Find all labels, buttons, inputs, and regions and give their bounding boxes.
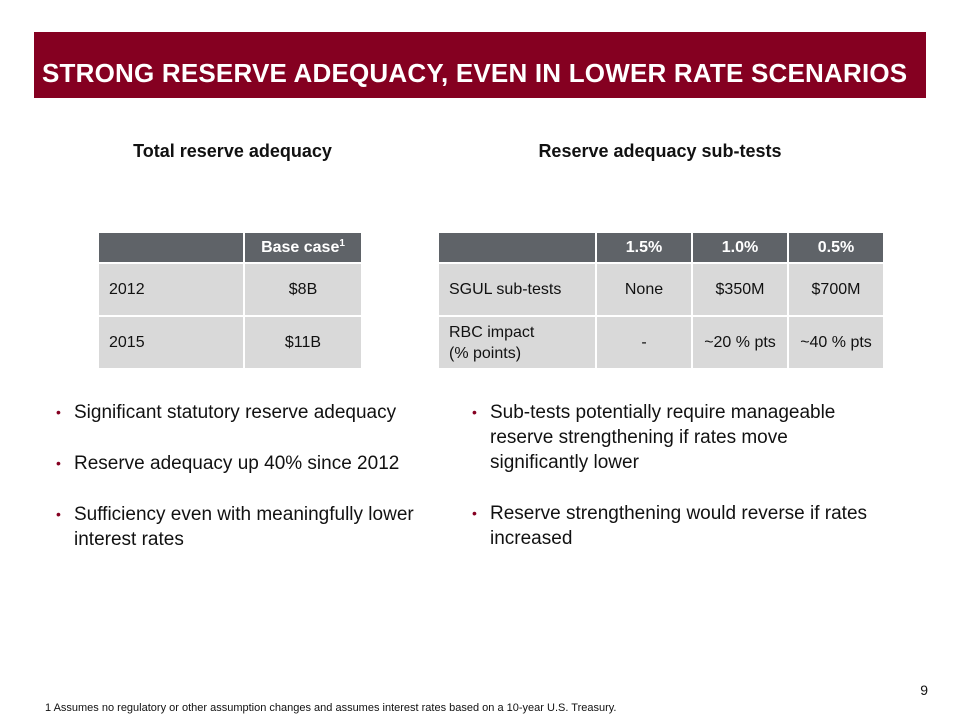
bullet-icon: •	[472, 505, 477, 521]
subtests-title: Reserve adequacy sub-tests	[538, 141, 782, 161]
table-cell-value: None	[597, 264, 691, 315]
bullet-icon: •	[56, 455, 61, 471]
table-cell-value: $11B	[245, 317, 361, 368]
bullet-text: Sufficiency even with meaningfully lower…	[74, 504, 414, 550]
table-header-cell	[99, 233, 243, 262]
table-cell-label: SGUL sub-tests	[439, 264, 595, 315]
left-bullet-list: • Significant statutory reserve adequacy …	[56, 400, 436, 578]
title-banner: STRONG RESERVE ADEQUACY, EVEN IN LOWER R…	[34, 32, 926, 98]
table-header-row: Base case1	[99, 233, 361, 262]
table-cell-year: 2015	[99, 317, 243, 368]
page-number: 9	[920, 682, 928, 698]
footnote-ref: 1	[339, 237, 345, 249]
total-reserve-title: Total reserve adequacy	[133, 141, 332, 161]
table-header-cell	[439, 233, 595, 262]
base-case-label: Base case	[261, 238, 340, 256]
table-header-row: 1.5% 1.0% 0.5%	[439, 233, 883, 262]
table-cell-label: RBC impact (% points)	[439, 317, 595, 368]
table-row: 2012 $8B	[99, 264, 361, 315]
right-bullet-list: • Sub-tests potentially require manageabl…	[472, 400, 872, 577]
label-line: (% points)	[449, 344, 522, 362]
bullet-icon: •	[472, 404, 477, 420]
page-title: STRONG RESERVE ADEQUACY, EVEN IN LOWER R…	[42, 58, 908, 88]
bullet-text: Sub-tests potentially require manageable…	[490, 402, 836, 473]
table-cell-value: $350M	[693, 264, 787, 315]
list-item: • Sub-tests potentially require manageabl…	[472, 400, 872, 475]
table-header-cell: 1.5%	[597, 233, 691, 262]
list-item: • Significant statutory reserve adequacy	[56, 400, 436, 425]
table-cell-value: ~20 % pts	[693, 317, 787, 368]
list-item: • Reserve adequacy up 40% since 2012	[56, 451, 436, 476]
table-header-cell: 0.5%	[789, 233, 883, 262]
table-header-cell: 1.0%	[693, 233, 787, 262]
table-header-cell: Base case1	[245, 233, 361, 262]
table-row: RBC impact (% points) - ~20 % pts ~40 % p…	[439, 317, 883, 368]
bullet-text: Reserve strengthening would reverse if r…	[490, 503, 868, 549]
table-cell-year: 2012	[99, 264, 243, 315]
table-cell-value: -	[597, 317, 691, 368]
subtests-table: 1.5% 1.0% 0.5% SGUL sub-tests None $350M…	[437, 231, 885, 370]
table-cell-value: ~40 % pts	[789, 317, 883, 368]
table-cell-value: $700M	[789, 264, 883, 315]
list-item: • Reserve strengthening would reverse if …	[472, 501, 872, 551]
bullet-icon: •	[56, 404, 61, 420]
list-item: • Sufficiency even with meaningfully lowe…	[56, 502, 436, 552]
table-cell-value: $8B	[245, 264, 361, 315]
footnote: 1 Assumes no regulatory or other assumpt…	[45, 702, 617, 714]
bullet-icon: •	[56, 506, 61, 522]
label-line: RBC impact	[449, 323, 535, 341]
bullet-text: Reserve adequacy up 40% since 2012	[74, 453, 400, 474]
table-row: 2015 $11B	[99, 317, 361, 368]
reserve-adequacy-table: Base case1 2012 $8B 2015 $11B	[97, 231, 363, 370]
table-row: SGUL sub-tests None $350M $700M	[439, 264, 883, 315]
bullet-text: Significant statutory reserve adequacy	[74, 402, 397, 423]
